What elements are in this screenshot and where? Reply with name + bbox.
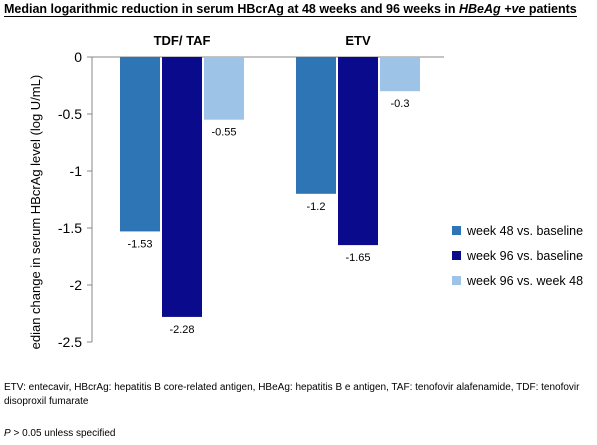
bar — [204, 57, 244, 120]
category-label: ETV — [345, 33, 371, 48]
chart-title-italic: HBeAg +ve — [459, 2, 526, 16]
p-value-note: P > 0.05 unless specified — [4, 428, 115, 439]
chart-title-suffix: patients — [525, 2, 577, 16]
y-tick-label: -2 — [70, 277, 83, 293]
data-label: -0.3 — [391, 98, 410, 110]
y-tick-label: 0 — [74, 49, 82, 65]
bar — [338, 57, 378, 246]
chart-title: Median logarithmic reduction in serum HB… — [4, 2, 596, 17]
abbreviations-footnote: ETV: entecavir, HBcrAg: hepatitis B core… — [4, 382, 580, 407]
legend-label: week 96 vs. week 48 — [467, 273, 584, 288]
legend-swatch — [452, 251, 461, 260]
y-tick-label: -2.5 — [58, 334, 82, 350]
y-tick-label: -1 — [70, 163, 83, 179]
bar — [296, 57, 336, 194]
chart-title-prefix: Median logarithmic reduction in serum HB… — [4, 2, 459, 16]
y-tick-label: -1.5 — [58, 220, 82, 236]
y-axis-title: Median change in serum HBcrAg level (log… — [28, 75, 43, 350]
p-note-text: > 0.05 unless specified — [10, 428, 116, 439]
data-label: -1.53 — [127, 238, 152, 250]
p-symbol: P — [4, 428, 11, 439]
bar-chart: 0 -0.5 -1 -1.5 -2 -2.5 Median change in serum … — [28, 33, 444, 350]
data-label: -1.65 — [345, 252, 370, 264]
legend-swatch — [452, 276, 461, 285]
legend-item-week96-baseline: week 96 vs. baseline — [452, 243, 583, 268]
bar — [380, 57, 420, 92]
legend-item-week96-week48: week 96 vs. week 48 — [452, 268, 583, 293]
legend-label: week 96 vs. baseline — [467, 248, 584, 263]
legend-swatch — [452, 226, 461, 235]
category-label: TDF/ TAF — [154, 33, 211, 48]
data-label: -0.55 — [211, 127, 236, 139]
y-tick-label: -0.5 — [58, 106, 82, 122]
legend-item-week48-baseline: week 48 vs. baseline — [452, 218, 583, 243]
data-label: -2.28 — [169, 324, 194, 336]
legend-label: week 48 vs. baseline — [467, 223, 584, 238]
bar — [120, 57, 160, 232]
chart-legend: week 48 vs. baseline week 96 vs. baselin… — [452, 218, 583, 293]
data-label: -1.2 — [307, 201, 326, 213]
bar — [162, 57, 202, 317]
